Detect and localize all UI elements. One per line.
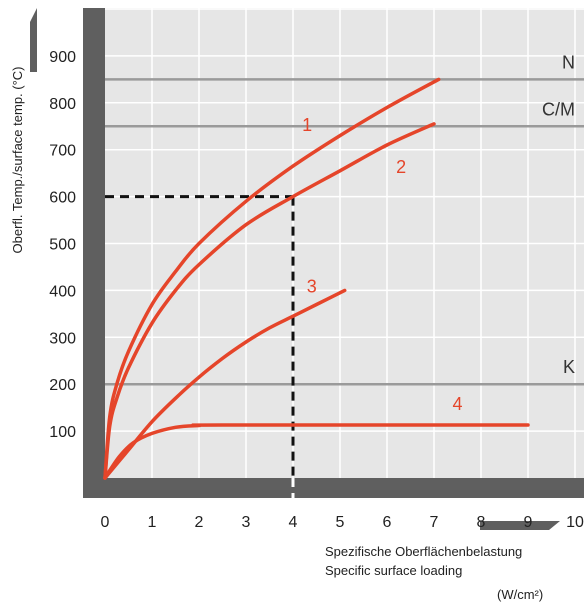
x-tick-label: 7 bbox=[430, 514, 439, 531]
reference-label: N bbox=[562, 52, 575, 72]
curves: 1 2 3 4 bbox=[103, 77, 530, 480]
x-axis-title-line-2: Specific surface loading bbox=[325, 563, 462, 578]
x-tick-label: 8 bbox=[477, 514, 486, 531]
y-tick-label: 300 bbox=[49, 330, 76, 347]
y-tick-label: 900 bbox=[49, 49, 76, 66]
guide-lines bbox=[105, 195, 295, 498]
y-tick-label: 800 bbox=[49, 96, 76, 113]
y-axis-title: Oberfl. Temp./surface temp. (°C) bbox=[10, 66, 25, 253]
curve-series-4 bbox=[103, 423, 530, 480]
y-tick-label: 400 bbox=[49, 283, 76, 300]
series-label-1: 1 bbox=[302, 115, 312, 135]
x-tick-label: 3 bbox=[242, 514, 251, 531]
reference-lines: N C/M K bbox=[105, 52, 584, 386]
y-tick-label: 200 bbox=[49, 377, 76, 394]
x-tick-label: 6 bbox=[383, 514, 392, 531]
x-tick-label: 1 bbox=[148, 514, 157, 531]
grid-layer bbox=[30, 8, 584, 530]
y-tick-label: 100 bbox=[49, 424, 76, 441]
curve-series-3 bbox=[103, 288, 347, 480]
y-axis-arrow-icon bbox=[30, 8, 37, 72]
x-axis-arrow-icon bbox=[480, 521, 560, 530]
reference-label: K bbox=[563, 357, 575, 377]
series-label-4: 4 bbox=[452, 394, 462, 414]
x-tick-label: 5 bbox=[336, 514, 345, 531]
x-tick-label: 2 bbox=[195, 514, 204, 531]
curve-series-2 bbox=[103, 122, 436, 480]
series-label-2: 2 bbox=[396, 157, 406, 177]
series-label-3: 3 bbox=[307, 277, 317, 297]
x-axis-title-line-1: Spezifische Oberflächenbelastung bbox=[325, 544, 522, 559]
x-axis-unit: (W/cm²) bbox=[497, 587, 543, 602]
reference-label: C/M bbox=[542, 99, 575, 119]
x-tick-label: 4 bbox=[289, 514, 298, 531]
y-tick-label: 600 bbox=[49, 190, 76, 207]
x-tick-label: 0 bbox=[101, 514, 110, 531]
x-tick-label: 9 bbox=[524, 514, 533, 531]
curve-series-1 bbox=[103, 77, 441, 480]
tick-labels: 0 1 2 3 4 5 6 7 8 9 10 100 200 300 400 500 600 700 800 900 bbox=[49, 49, 584, 531]
x-tick-label: 10 bbox=[566, 514, 584, 531]
y-tick-label: 500 bbox=[49, 237, 76, 254]
y-tick-label: 700 bbox=[49, 143, 76, 160]
